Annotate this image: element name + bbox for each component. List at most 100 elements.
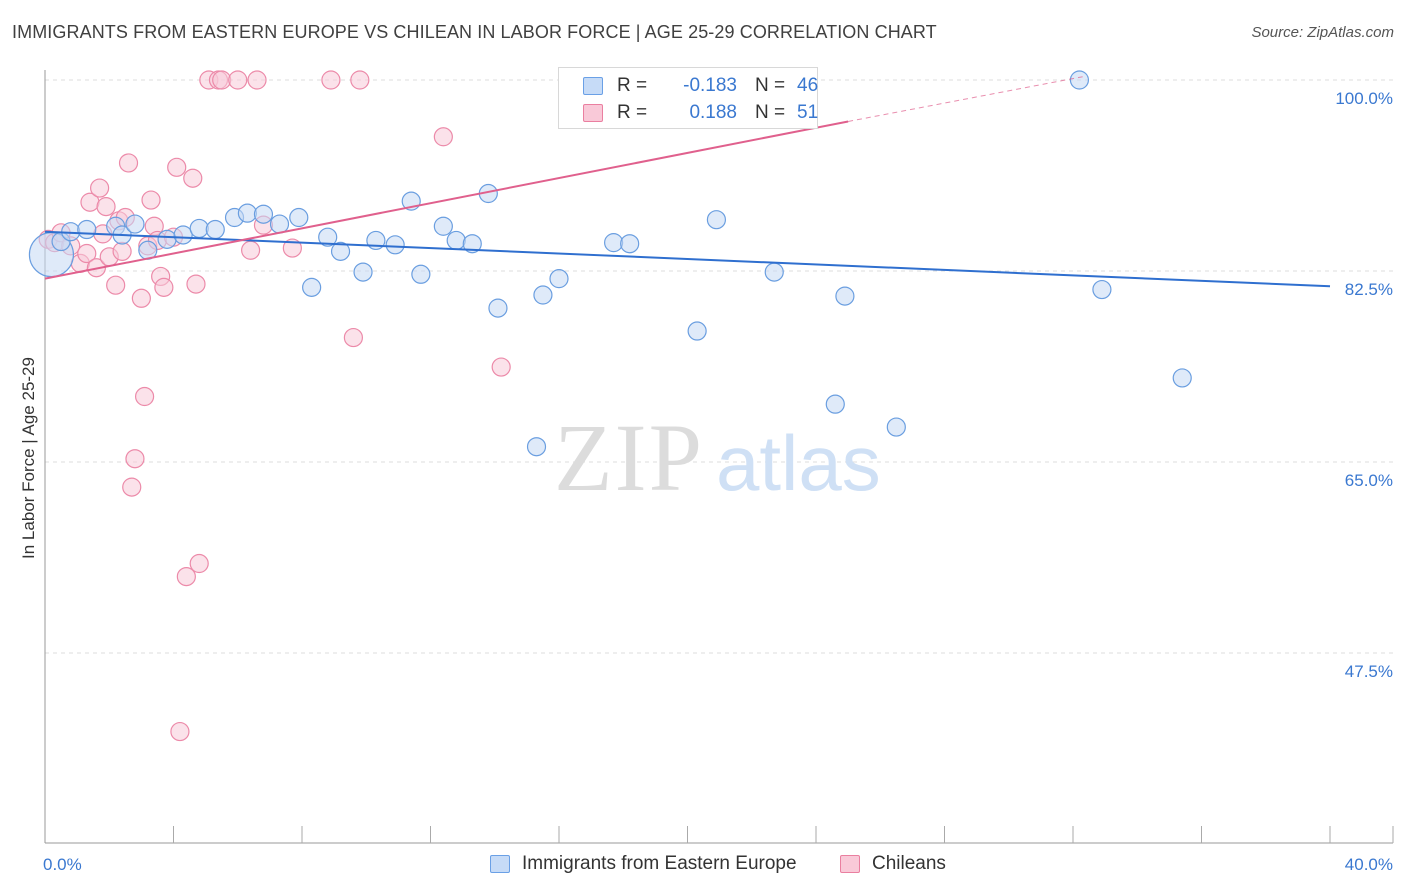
chileans-point xyxy=(77,243,97,264)
legend-r-label: R = xyxy=(617,75,648,96)
bottom-legend-eastern-europe: Immigrants from Eastern Europe xyxy=(490,852,797,876)
y-tick-labels: 100.0% 82.5% 65.0% 47.5% xyxy=(1335,89,1393,681)
eastern-europe-point xyxy=(533,285,553,305)
chileans-point xyxy=(90,178,110,198)
eastern-europe-point xyxy=(462,234,482,254)
eastern-europe-point xyxy=(253,204,274,224)
eastern-europe-point xyxy=(488,298,508,318)
eastern-europe-point xyxy=(706,210,727,230)
bottom-legend-label: Chileans xyxy=(872,853,946,874)
eastern-europe-point xyxy=(385,235,405,255)
chileans-trend-extension xyxy=(848,76,1083,122)
eastern-europe-point xyxy=(411,264,431,284)
chileans-point xyxy=(282,238,302,258)
chileans-point xyxy=(125,449,145,469)
eastern-europe-point xyxy=(764,262,784,282)
chileans-point xyxy=(212,70,232,90)
chileans-point xyxy=(247,70,267,90)
eastern-europe-point xyxy=(604,233,624,253)
y-tick-label: 100.0% xyxy=(1335,89,1393,108)
x-tick-labels: 0.0% 40.0% xyxy=(43,855,1393,874)
chart-source: Source: ZipAtlas.com xyxy=(1251,24,1394,41)
legend-swatch-blue xyxy=(583,77,603,95)
eastern-europe-trend-line xyxy=(44,230,1331,288)
legend-n-value: 46 xyxy=(797,75,819,96)
chileans-point xyxy=(321,70,341,90)
chileans-points xyxy=(38,70,511,742)
chileans-point xyxy=(186,274,206,294)
chileans-point xyxy=(141,190,161,210)
eastern-europe-point xyxy=(446,230,466,251)
eastern-europe-point xyxy=(1069,70,1090,90)
eastern-europe-point xyxy=(77,219,97,240)
legend-r-label: R = xyxy=(617,102,648,123)
eastern-europe-point xyxy=(825,394,845,414)
eastern-europe-point xyxy=(433,216,453,236)
eastern-europe-point xyxy=(237,203,257,223)
eastern-europe-point xyxy=(886,417,906,437)
chart-title: IMMIGRANTS FROM EASTERN EUROPE VS CHILEA… xyxy=(12,22,937,42)
eastern-europe-point xyxy=(189,218,209,239)
chileans-point xyxy=(131,288,151,308)
chileans-point xyxy=(176,566,196,587)
eastern-europe-point xyxy=(173,225,193,245)
eastern-europe-point xyxy=(289,207,309,228)
eastern-europe-point xyxy=(835,286,855,306)
correlation-legend: R = -0.183 N = 46 R = 0.188 N = 51 xyxy=(558,67,818,129)
eastern-europe-point xyxy=(353,262,373,282)
bottom-legend-swatch-pink xyxy=(840,855,860,873)
legend-n-label: N = xyxy=(755,75,786,96)
chileans-point xyxy=(350,70,370,90)
trend-lines xyxy=(44,76,1331,288)
chileans-point xyxy=(118,153,139,173)
chileans-point xyxy=(491,357,511,377)
eastern-europe-point xyxy=(302,277,322,297)
y-axis-title: In Labor Force | Age 25-29 xyxy=(19,357,38,559)
eastern-europe-point xyxy=(1172,368,1192,388)
eastern-europe-point xyxy=(330,241,351,261)
chileans-point xyxy=(112,241,132,261)
chileans-point xyxy=(106,275,126,295)
watermark-zip: ZIP xyxy=(554,404,704,511)
y-tick-label: 47.5% xyxy=(1345,662,1393,681)
chileans-point xyxy=(241,240,261,260)
bottom-legend-chileans: Chileans xyxy=(840,852,946,876)
eastern-europe-point xyxy=(549,269,569,289)
eastern-europe-point xyxy=(125,214,145,234)
eastern-europe-point xyxy=(318,227,338,247)
legend-n-label: N = xyxy=(755,102,786,123)
x-tick-label: 0.0% xyxy=(43,855,82,874)
eastern-europe-point xyxy=(1092,279,1112,300)
chileans-point xyxy=(134,386,155,407)
eastern-europe-point xyxy=(620,234,640,254)
legend-swatch-pink xyxy=(583,104,603,122)
axes xyxy=(44,70,1394,844)
legend-r-value: -0.183 xyxy=(683,75,737,96)
eastern-europe-points xyxy=(28,70,1192,457)
eastern-europe-point xyxy=(157,229,177,249)
chileans-point xyxy=(433,127,453,147)
chileans-point xyxy=(96,197,116,217)
x-tick-label: 40.0% xyxy=(1345,855,1393,874)
chileans-point xyxy=(167,157,187,177)
chileans-point xyxy=(170,721,190,742)
y-tick-label: 82.5% xyxy=(1345,280,1393,299)
chileans-point xyxy=(228,70,248,90)
watermark: ZIP atlas xyxy=(554,404,881,511)
chileans-point xyxy=(122,477,142,497)
legend-r-value: 0.188 xyxy=(689,102,737,123)
bottom-legend-label: Immigrants from Eastern Europe xyxy=(522,853,797,874)
legend-n-value: 51 xyxy=(797,102,819,123)
y-tick-label: 65.0% xyxy=(1345,471,1393,490)
chileans-point xyxy=(154,277,174,297)
chileans-point xyxy=(343,327,363,348)
eastern-europe-point xyxy=(269,214,290,234)
bottom-legend-swatch-blue xyxy=(490,855,510,873)
chileans-trend-line xyxy=(44,120,849,280)
eastern-europe-point xyxy=(687,321,707,341)
eastern-europe-point xyxy=(526,437,547,457)
chileans-point xyxy=(183,168,203,188)
gridlines xyxy=(45,79,1393,654)
